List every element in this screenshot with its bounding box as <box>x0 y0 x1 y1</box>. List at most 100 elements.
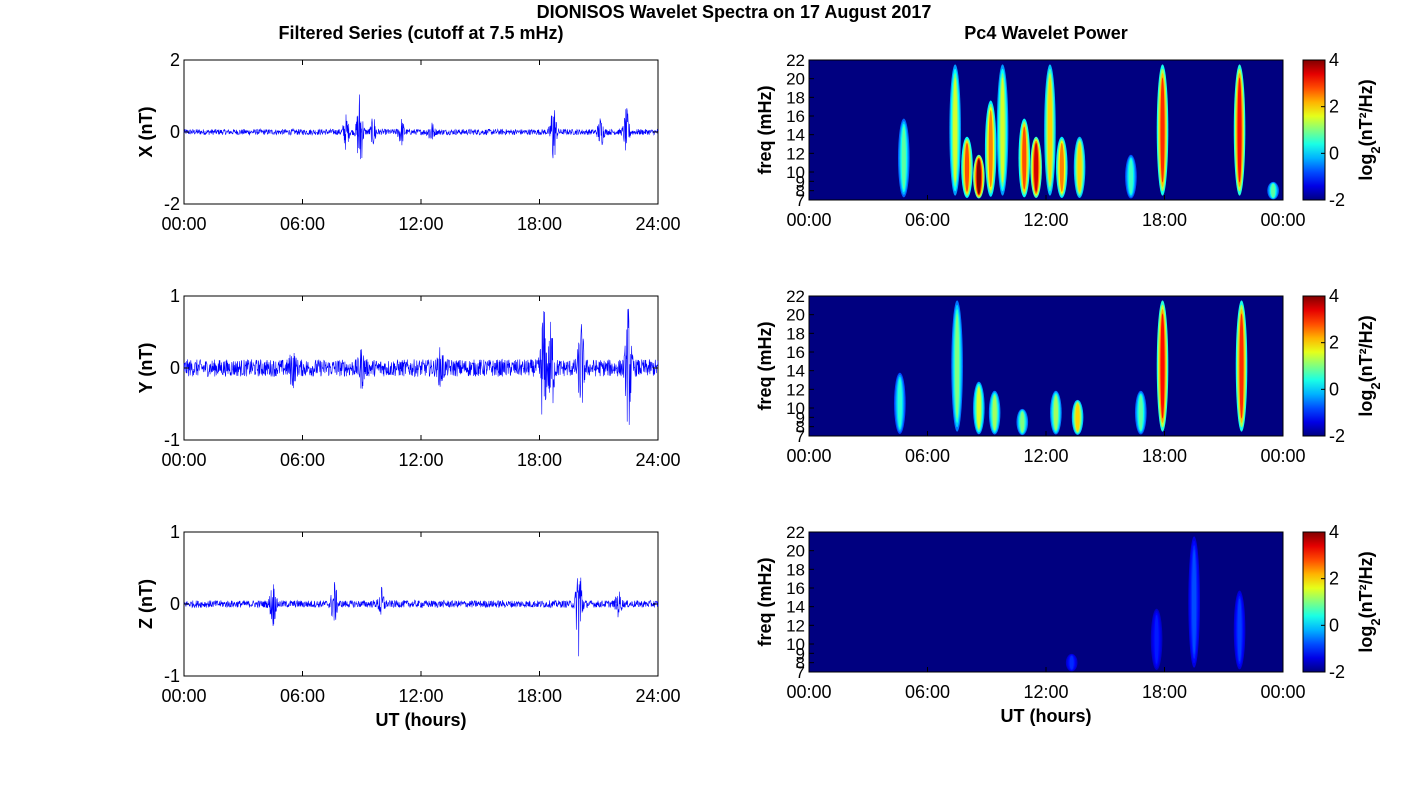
y-tick-label: 18 <box>786 560 805 579</box>
x-tick-label: 18:00 <box>1142 446 1187 466</box>
power-blob <box>1237 598 1242 662</box>
x-tick-label: 00:00 <box>1260 682 1305 702</box>
x-axis-label: UT (hours) <box>1001 706 1092 726</box>
y-axis-label: Y (nT) <box>136 343 156 394</box>
y-tick-label: 8 <box>796 182 805 201</box>
x-tick-label: 00:00 <box>786 446 831 466</box>
y-tick-label: -1 <box>164 430 180 450</box>
power-blob <box>1069 655 1074 670</box>
x-tick-label: 24:00 <box>635 450 680 470</box>
colorbar <box>1302 59 1326 201</box>
power-blob <box>1237 77 1242 183</box>
signal-trace <box>183 308 659 425</box>
x-tick-label: 00:00 <box>161 686 206 706</box>
power-blob <box>1271 183 1276 198</box>
colorbar-tick-label: -2 <box>1329 662 1345 682</box>
power-blob <box>964 142 970 192</box>
colorbar-tick-label: -2 <box>1329 190 1345 210</box>
wavelet-power-title: Pc4 Wavelet Power <box>964 23 1127 43</box>
y-tick-label: 12 <box>786 380 805 399</box>
y-tick-label: 12 <box>786 144 805 163</box>
power-blob <box>1022 126 1027 190</box>
y-tick-label: -1 <box>164 666 180 686</box>
power-blob <box>1047 77 1053 183</box>
y-tick-label: 20 <box>786 306 805 325</box>
x-tick-label: 00:00 <box>786 682 831 702</box>
x-tick-label: 06:00 <box>905 210 950 230</box>
y-tick-label: 10 <box>786 163 805 182</box>
colorbar-tick-label: 0 <box>1329 143 1339 163</box>
power-blob <box>897 378 902 428</box>
signal-trace <box>183 94 658 160</box>
colorbar-tick-label: 2 <box>1329 97 1339 117</box>
x-tick-label: 06:00 <box>905 446 950 466</box>
power-blob <box>1192 549 1197 655</box>
colorbar-label: log2(nT²/Hz) <box>1356 79 1383 180</box>
y-tick-label: 8 <box>796 418 805 437</box>
x-tick-label: 18:00 <box>517 686 562 706</box>
power-blob <box>1128 159 1134 195</box>
power-blob <box>992 395 997 431</box>
y-axis-label: freq (mHz) <box>755 85 775 174</box>
power-blob <box>976 159 981 195</box>
y-tick-label: 20 <box>786 70 805 89</box>
colorbar-tick-label: 4 <box>1329 286 1339 306</box>
y-tick-label: 7 <box>796 663 805 682</box>
x-tick-label: 18:00 <box>517 214 562 234</box>
y-tick-label: 2 <box>170 50 180 70</box>
y-tick-label: 9 <box>796 644 805 663</box>
y-tick-label: 16 <box>786 107 805 126</box>
x-tick-label: 24:00 <box>635 214 680 234</box>
power-blob <box>1154 614 1159 664</box>
y-tick-label: 16 <box>786 579 805 598</box>
x-tick-label: 06:00 <box>280 686 325 706</box>
power-blob <box>1239 313 1244 419</box>
x-tick-label: 00:00 <box>786 210 831 230</box>
wavelet-panel-3: 00:00 06:00 12:00 18:00 00:00789101214161820… <box>755 522 1383 726</box>
figure-title: DIONISOS Wavelet Spectra on 17 August 20… <box>537 2 932 22</box>
colorbar <box>1302 531 1326 673</box>
y-tick-label: 0 <box>170 358 180 378</box>
x-tick-label: 12:00 <box>1023 446 1068 466</box>
y-tick-label: 22 <box>786 523 805 542</box>
y-tick-label: 16 <box>786 343 805 362</box>
x-tick-label: 00:00 <box>1260 210 1305 230</box>
colorbar-tick-label: 2 <box>1329 333 1339 353</box>
y-tick-label: 9 <box>796 172 805 191</box>
colorbar-tick-label: 0 <box>1329 615 1339 635</box>
colorbar-tick-label: 4 <box>1329 50 1339 70</box>
power-blob <box>1160 77 1165 183</box>
power-blob <box>1053 395 1058 431</box>
colorbar-tick-label: 4 <box>1329 522 1339 542</box>
x-tick-label: 00:00 <box>161 450 206 470</box>
x-tick-label: 18:00 <box>1142 210 1187 230</box>
y-tick-label: 8 <box>796 654 805 673</box>
power-blob <box>955 313 960 419</box>
y-axis-label: X (nT) <box>136 107 156 158</box>
y-axis-label: Z (nT) <box>136 579 156 629</box>
y-tick-label: 14 <box>786 362 805 381</box>
y-tick-label: 18 <box>786 88 805 107</box>
colorbar-label: log2(nT²/Hz) <box>1356 551 1383 652</box>
power-blob <box>1077 142 1082 192</box>
colorbar-tick-label: -2 <box>1329 426 1345 446</box>
power-blob <box>1075 403 1080 432</box>
x-tick-label: 12:00 <box>398 686 443 706</box>
y-tick-label: -2 <box>164 194 180 214</box>
wavelet-panel-1: 00:00 06:00 12:00 18:00 00:00789101214161820… <box>755 50 1383 230</box>
power-blob <box>953 77 958 183</box>
series-panel-3: 00:00 06:00 12:00 18:00 24:00 -1 0 1 Z (nT) UT (h… <box>136 522 681 730</box>
x-tick-label: 18:00 <box>517 450 562 470</box>
x-tick-label: 06:00 <box>280 214 325 234</box>
power-blob <box>1059 142 1064 192</box>
y-tick-label: 7 <box>796 427 805 446</box>
y-tick-label: 14 <box>786 126 805 145</box>
power-blob <box>901 126 906 190</box>
power-blob <box>1160 313 1165 419</box>
power-blob <box>1020 411 1025 433</box>
colorbar-label: log2(nT²/Hz) <box>1356 315 1383 416</box>
x-tick-label: 12:00 <box>398 214 443 234</box>
heatmap-background <box>809 296 1283 436</box>
y-tick-label: 22 <box>786 287 805 306</box>
x-tick-label: 12:00 <box>398 450 443 470</box>
